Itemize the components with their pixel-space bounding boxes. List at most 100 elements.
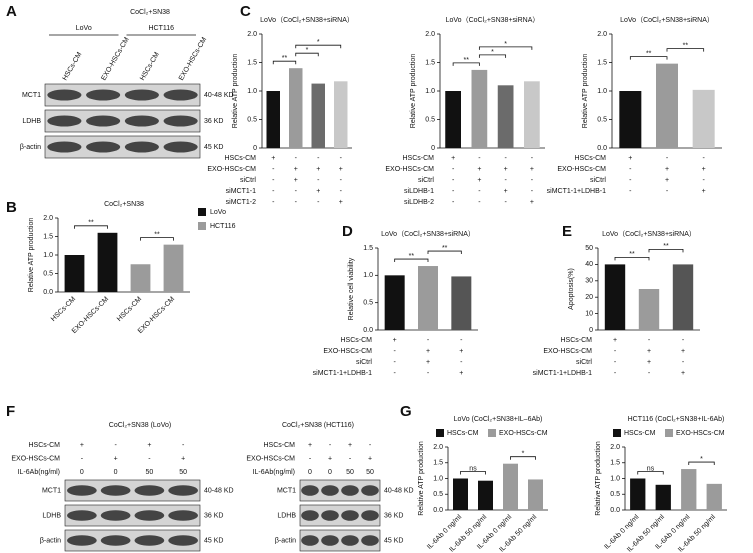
- condition-sign: +: [271, 155, 275, 162]
- significance-label: ns: [647, 465, 655, 472]
- blot-band: [86, 89, 121, 101]
- condition-sign: +: [530, 199, 534, 206]
- condition-sign: +: [681, 348, 685, 355]
- panel-label: A: [6, 3, 17, 20]
- y-tick-label: 2.0: [425, 31, 435, 38]
- y-tick-label: 2.0: [247, 31, 257, 38]
- bar: [604, 264, 626, 330]
- blot-strip: [44, 135, 201, 159]
- blot-band: [134, 485, 165, 496]
- blot-band: [67, 485, 97, 496]
- condition-sign: 0: [80, 469, 84, 476]
- blot-row-name: β-actin: [20, 144, 41, 151]
- condition-sign: +: [328, 455, 332, 462]
- bar: [445, 91, 461, 148]
- y-tick-label: 0.0: [433, 507, 443, 514]
- significance-bracket: [478, 54, 507, 58]
- blot-band: [321, 535, 339, 546]
- condition-sign: +: [451, 155, 455, 162]
- condition-label: siCtrl: [590, 177, 606, 184]
- bar: [451, 276, 472, 330]
- y-tick-label: 20: [585, 294, 593, 301]
- significance-bracket: [629, 56, 668, 60]
- bar: [453, 478, 468, 510]
- chart-title: CoCl₂+SN38: [104, 201, 144, 208]
- condition-sign: +: [339, 166, 343, 173]
- bar: [524, 81, 540, 148]
- blot-size: 36 KD: [204, 118, 223, 125]
- y-axis-label: Relative ATP production: [232, 54, 239, 129]
- blot-row-name: LDHB: [277, 512, 296, 519]
- condition-label: siMCT1-1: [226, 188, 256, 195]
- bar: [311, 83, 325, 148]
- blot-row-name: MCT1: [22, 92, 41, 99]
- chart-title: HCT116 (CoCl₂+SN38+IL-6Ab): [628, 416, 725, 423]
- bar: [130, 264, 151, 292]
- y-tick-label: 1.5: [597, 59, 607, 66]
- bar: [266, 91, 280, 148]
- blot-band: [341, 535, 359, 546]
- bar: [630, 478, 646, 510]
- blot-band: [124, 115, 159, 127]
- y-tick-label: 2.0: [43, 215, 53, 222]
- condition-sign: -: [393, 348, 396, 355]
- y-tick-label: 50: [585, 245, 593, 252]
- condition-label: siMCT1-1+LDHB-1: [313, 370, 372, 377]
- blot-band: [163, 141, 198, 153]
- panel-label: D: [342, 223, 353, 240]
- condition-sign: 50: [179, 469, 187, 476]
- significance-label: *: [504, 41, 507, 48]
- panel-label: F: [6, 403, 15, 420]
- panel-label: E: [562, 223, 572, 240]
- condition-sign: -: [702, 155, 705, 162]
- y-axis-label: Relative ATP production: [582, 54, 589, 129]
- condition-sign: -: [666, 188, 669, 195]
- blot-size: 45 KD: [204, 537, 223, 544]
- blot-band: [168, 510, 198, 521]
- y-tick-label: 0.5: [597, 116, 607, 123]
- y-tick-label: 1.0: [610, 475, 620, 482]
- blot-strip: [64, 529, 201, 552]
- blot-band: [168, 485, 198, 496]
- blot-size: 40-48 KD: [384, 487, 414, 494]
- legend-swatch: [198, 208, 206, 216]
- chart-title: LoVo（CoCl₂+SN38+siRNA）: [381, 230, 475, 238]
- blot-band: [100, 485, 131, 496]
- condition-label: HSCs-CM: [341, 337, 373, 344]
- condition-sign: -: [349, 455, 352, 462]
- y-tick-label: 1.0: [363, 272, 373, 279]
- condition-sign: -: [295, 188, 298, 195]
- condition-sign: -: [682, 359, 685, 366]
- blot-band: [163, 89, 198, 101]
- x-tick-label: EXO-HSCs-CM: [71, 296, 110, 335]
- group-label: HCT116: [148, 25, 174, 32]
- blot-row-name: β-actin: [40, 537, 61, 544]
- significance-label: **: [663, 243, 669, 250]
- y-tick-label: 0: [589, 327, 593, 334]
- blot-size: 40-48 KD: [204, 92, 234, 99]
- significance-bracket: [614, 257, 650, 261]
- blot-band: [47, 115, 82, 127]
- condition-sign: +: [147, 442, 151, 449]
- condition-sign: -: [531, 155, 534, 162]
- panel-label: G: [400, 403, 412, 420]
- condition-sign: -: [340, 155, 343, 162]
- y-tick-label: 0.5: [43, 270, 53, 277]
- condition-sign: +: [504, 188, 508, 195]
- condition-sign: -: [393, 370, 396, 377]
- lane-label: EXO-HSCs-CM: [178, 36, 208, 82]
- significance-label: **: [88, 220, 94, 227]
- blot-band: [361, 510, 379, 521]
- condition-label: HSCs-CM: [561, 337, 593, 344]
- lane-label: HSCs-CM: [62, 51, 84, 82]
- bar: [334, 81, 348, 148]
- condition-sign: +: [477, 177, 481, 184]
- condition-sign: +: [294, 166, 298, 173]
- blot-band: [361, 535, 379, 546]
- condition-sign: -: [452, 188, 455, 195]
- condition-sign: +: [530, 166, 534, 173]
- condition-sign: +: [294, 177, 298, 184]
- condition-sign: -: [452, 166, 455, 173]
- condition-sign: +: [426, 348, 430, 355]
